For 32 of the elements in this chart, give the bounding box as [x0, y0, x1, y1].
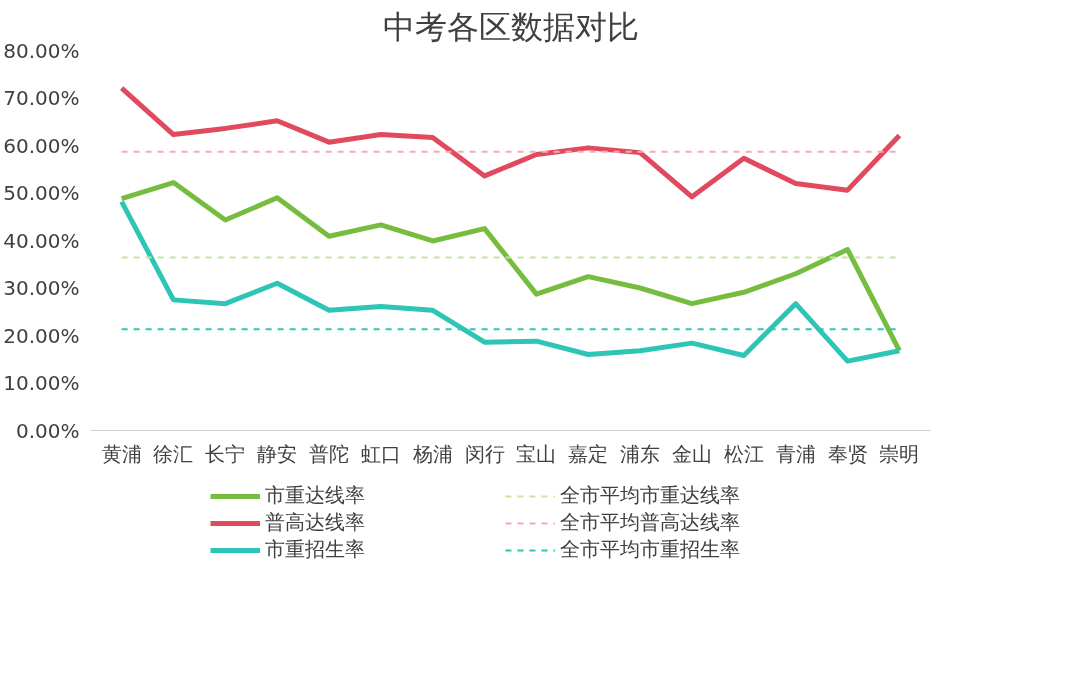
x-tick-label: 奉贤 — [827, 441, 868, 466]
y-tick-label: 50.00% — [3, 181, 80, 205]
legend-label: 普高达线率 — [265, 509, 366, 536]
y-tick-label: 40.00% — [3, 228, 80, 253]
legend-label: 市重招生率 — [265, 536, 366, 563]
x-tick-label: 金山 — [671, 441, 712, 466]
y-tick-label: 70.00% — [3, 86, 80, 110]
y-tick-label: 30.00% — [3, 276, 80, 300]
x-tick-label: 崇明 — [879, 441, 920, 466]
x-tick-label: 徐汇 — [153, 441, 194, 466]
legend-label: 全市平均市重招生率 — [560, 536, 741, 563]
x-tick-label: 黄浦 — [101, 441, 142, 466]
y-tick-label: 20.00% — [3, 323, 80, 348]
x-tick-label: 闵行 — [464, 441, 505, 466]
x-tick-label: 宝山 — [516, 441, 557, 466]
x-tick-label: 杨浦 — [411, 441, 453, 466]
chart-title: 中考各区数据对比 — [382, 7, 639, 46]
y-tick-label: 0.00% — [15, 418, 80, 443]
legend-label: 全市平均普高达线率 — [560, 509, 741, 536]
legend-label: 市重达线率 — [265, 482, 366, 509]
x-tick-label: 青浦 — [775, 441, 816, 466]
y-tick-label: 10.00% — [3, 371, 80, 395]
x-tick-label: 嘉定 — [568, 441, 609, 466]
y-tick-label: 80.00% — [3, 38, 80, 63]
x-tick-label: 虹口 — [360, 441, 401, 466]
x-tick-label: 浦东 — [620, 441, 661, 466]
x-tick-label: 长宁 — [205, 441, 246, 466]
x-tick-label: 静安 — [257, 441, 298, 466]
legend-label: 全市平均市重达线率 — [560, 482, 741, 509]
x-tick-label: 普陀 — [309, 441, 350, 466]
y-tick-label: 60.00% — [3, 133, 80, 158]
x-tick-label: 松江 — [723, 441, 764, 466]
